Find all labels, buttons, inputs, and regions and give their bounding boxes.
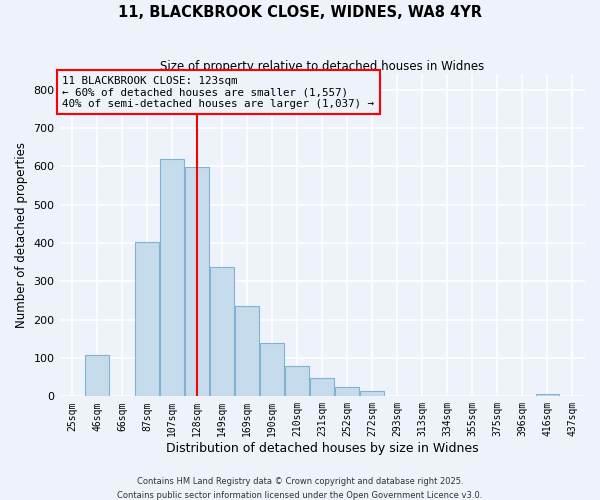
Bar xyxy=(235,306,259,396)
Text: 11 BLACKBROOK CLOSE: 123sqm
← 60% of detached houses are smaller (1,557)
40% of : 11 BLACKBROOK CLOSE: 123sqm ← 60% of det… xyxy=(62,76,374,109)
Text: Contains HM Land Registry data © Crown copyright and database right 2025.
Contai: Contains HM Land Registry data © Crown c… xyxy=(118,478,482,500)
Bar xyxy=(335,386,359,396)
Bar xyxy=(210,266,234,396)
Bar xyxy=(160,158,184,396)
Text: 11, BLACKBROOK CLOSE, WIDNES, WA8 4YR: 11, BLACKBROOK CLOSE, WIDNES, WA8 4YR xyxy=(118,5,482,20)
Bar xyxy=(135,242,159,396)
Bar xyxy=(310,378,334,396)
Bar xyxy=(286,366,309,396)
Bar xyxy=(260,344,284,396)
Bar xyxy=(536,394,559,396)
Y-axis label: Number of detached properties: Number of detached properties xyxy=(15,142,28,328)
Title: Size of property relative to detached houses in Widnes: Size of property relative to detached ho… xyxy=(160,60,484,73)
Bar xyxy=(85,356,109,397)
Bar xyxy=(185,168,209,396)
X-axis label: Distribution of detached houses by size in Widnes: Distribution of detached houses by size … xyxy=(166,442,479,455)
Bar xyxy=(361,391,384,396)
